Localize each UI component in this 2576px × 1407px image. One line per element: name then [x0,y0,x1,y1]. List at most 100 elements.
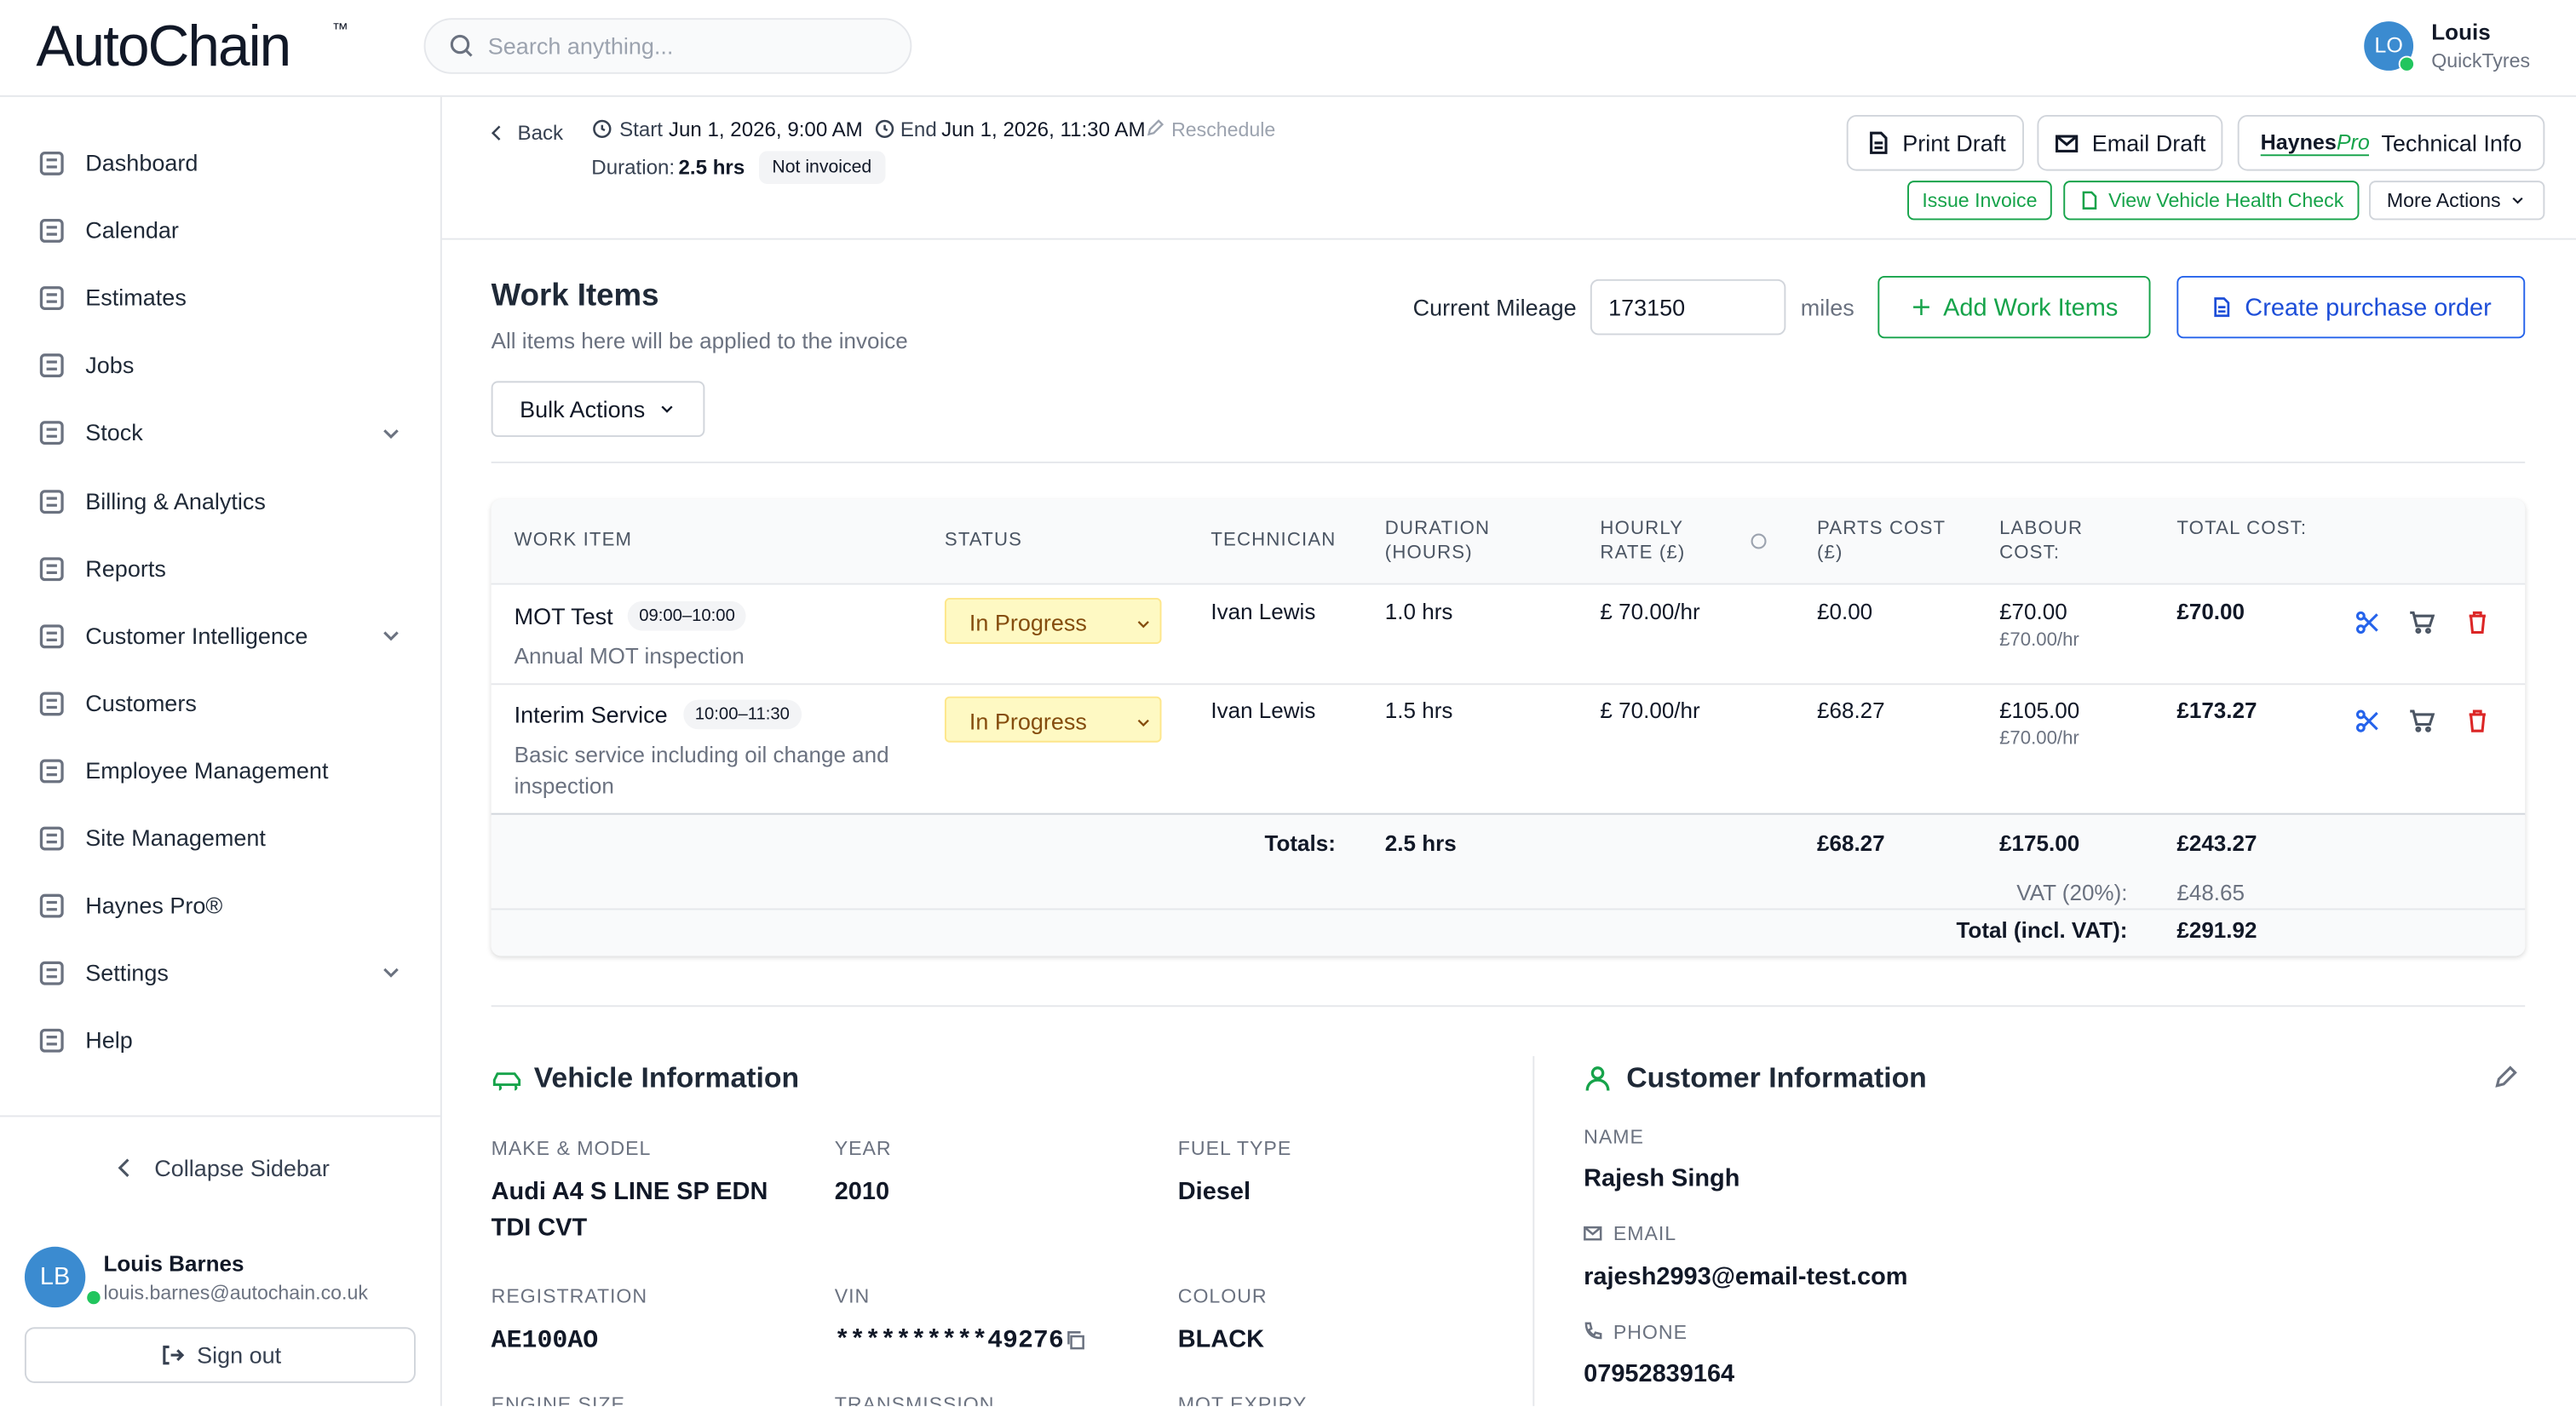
element [2415,628,2422,635]
health-check-button[interactable]: View Vehicle Health Check [2063,181,2360,221]
doc-icon [2083,191,2098,210]
copy-icon[interactable] [1065,1327,1086,1353]
icon-path [1912,299,1929,316]
nav-item[interactable]: Estimates [85,284,187,311]
sidebar-avatar: LB [24,1246,86,1308]
purchase-order-button[interactable]: Create purchase order [2176,275,2526,339]
column-header: TOTAL COST: [2176,519,2308,539]
nav-item[interactable]: Site Management [85,824,266,851]
nav-item[interactable]: Stock [85,419,143,446]
phone-label: PHONE [1613,1320,1688,1344]
cart-icon[interactable] [2408,708,2435,734]
icon-path [46,968,57,979]
edit-icon[interactable] [2493,1065,2519,1091]
duration-label: Duration: [591,156,676,180]
parts-cost: £0.00 [1816,599,1873,624]
nav-icon [39,692,64,715]
icon-path [46,698,57,709]
labour-rate: £70.00/hr [1999,729,2079,749]
parts-cost: £68.27 [1816,698,1885,723]
icon-path [383,968,399,978]
totals-label: Totals: [1264,830,1336,856]
mileage-input[interactable]: 173150 [1590,279,1786,336]
element [2056,135,2079,152]
nav-item[interactable]: Employee Management [85,756,329,784]
nav-item[interactable]: Billing & Analytics [85,486,266,514]
chevron [660,405,672,413]
search-placeholder: Search anything... [487,32,674,60]
technical-info-button[interactable]: HaynesPro Technical Info [2237,114,2545,171]
element [39,421,64,445]
bulk-actions-button[interactable]: Bulk Actions [491,381,705,437]
row-border [491,583,2526,585]
field-value: 2010 [834,1177,890,1206]
split-icon[interactable] [2355,708,2381,734]
element [2355,722,2366,732]
column-header: WORK ITEM [514,530,633,551]
haynes-brand: Haynes [2260,129,2337,155]
cart-icon[interactable] [2408,609,2435,635]
icon-path [1584,1226,1601,1236]
email-draft: Email Draft [2091,129,2206,157]
mail-icon [2056,135,2079,152]
nav-item[interactable]: Jobs [85,352,135,379]
icon-path [46,360,57,371]
icon-path [883,124,888,132]
invoice-badge: Not invoiced [758,151,885,184]
element [39,826,64,851]
nav-icon [39,962,64,985]
nav-icon [39,286,64,311]
nav-item[interactable]: Customer Intelligence [85,622,308,649]
work-items-subtitle: All items here will be applied to the in… [491,328,908,353]
person-icon [1585,1066,1610,1091]
end-time: Jun 1, 2026, 11:30 AM [941,118,1146,141]
sign-out-button[interactable]: Sign out [24,1327,416,1383]
nav-icon [39,151,64,175]
add-work-items-button[interactable]: Add Work Items [1877,275,2151,339]
sign-out-text: Sign out [197,1341,282,1369]
divider [1532,1056,1535,1406]
mail-icon [1584,1226,1602,1241]
nav-item[interactable]: Reports [85,554,166,581]
back-link[interactable]: Back [517,121,564,145]
phone-icon [1584,1322,1602,1340]
labour-cost: £105.00 [1999,698,2080,723]
search-box[interactable]: Search anything... [423,18,912,74]
more-actions-button[interactable]: More Actions [2368,181,2545,221]
divider [441,238,2576,240]
split-icon[interactable] [2355,609,2381,635]
reschedule[interactable]: Reschedule [1171,118,1276,141]
nav-item[interactable]: Customers [85,689,197,716]
nav-item[interactable]: Dashboard [85,149,198,176]
labour-rate: £70.00/hr [1999,630,2079,651]
issue-invoice: Issue Invoice [1922,188,2038,212]
field-value: BLACK [1177,1325,1265,1354]
name-label: NAME [1584,1125,1644,1149]
element [2424,726,2431,732]
field-label: COLOUR [1177,1284,1268,1308]
end-label: End [900,118,937,141]
nav-item[interactable]: Help [85,1026,133,1054]
row-border [491,908,2526,910]
chevron [383,968,399,978]
delete-icon[interactable] [2464,708,2491,734]
nav-icon [39,893,64,918]
nav-item[interactable]: Calendar [85,216,179,244]
nav-item[interactable]: Settings [85,959,169,986]
status-select[interactable]: In Progress [944,597,1162,644]
issue-invoice-button[interactable]: Issue Invoice [1907,181,2052,221]
delete-icon[interactable] [2464,609,2491,635]
nav-icon [39,556,64,581]
email-draft-button[interactable]: Email Draft [2037,114,2223,171]
nav-item[interactable]: Haynes Pro® [85,892,223,919]
user-company: QuickTyres [2431,49,2531,72]
element [39,286,64,311]
element [39,151,64,175]
item-time: 10:00–11:30 [683,699,802,730]
collapse-sidebar[interactable]: Collapse Sidebar [154,1154,330,1181]
status-select[interactable]: In Progress [944,696,1162,743]
print-draft-button[interactable]: Print Draft [1846,114,2024,171]
status-dot [2398,55,2415,72]
element [2424,628,2431,635]
